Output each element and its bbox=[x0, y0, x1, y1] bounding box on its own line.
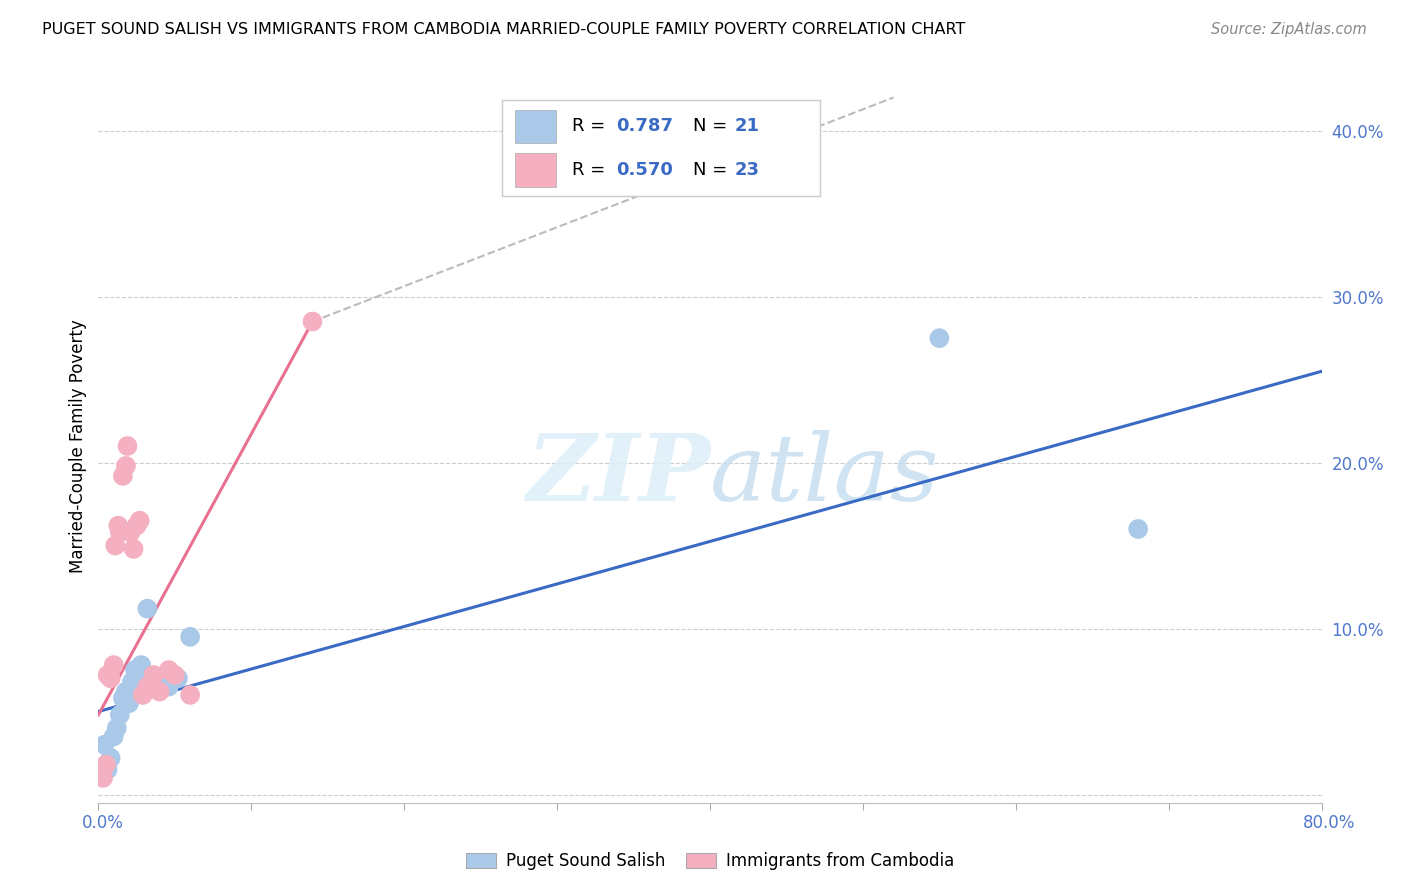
Point bbox=[93, 738, 115, 752]
Point bbox=[94, 757, 117, 772]
Y-axis label: Married-Couple Family Poverty: Married-Couple Family Poverty bbox=[69, 319, 87, 573]
Point bbox=[91, 771, 114, 785]
Point bbox=[132, 688, 155, 702]
Point bbox=[121, 674, 143, 689]
Point bbox=[115, 684, 138, 698]
Point bbox=[136, 601, 159, 615]
Point bbox=[120, 525, 142, 540]
Point bbox=[167, 671, 190, 685]
Point bbox=[163, 668, 186, 682]
Point bbox=[111, 468, 134, 483]
Point bbox=[97, 763, 120, 777]
Point bbox=[118, 696, 141, 710]
Point bbox=[108, 525, 131, 540]
Text: PUGET SOUND SALISH VS IMMIGRANTS FROM CAMBODIA MARRIED-COUPLE FAMILY POVERTY COR: PUGET SOUND SALISH VS IMMIGRANTS FROM CA… bbox=[42, 22, 966, 37]
Point bbox=[129, 658, 152, 673]
Point bbox=[157, 663, 180, 677]
Point bbox=[103, 730, 125, 744]
Point bbox=[127, 671, 149, 685]
Point bbox=[301, 314, 323, 328]
Point bbox=[157, 680, 180, 694]
Point bbox=[179, 688, 201, 702]
Point bbox=[111, 691, 134, 706]
Point bbox=[149, 671, 172, 685]
Point bbox=[100, 751, 122, 765]
Point bbox=[179, 630, 201, 644]
Point bbox=[142, 674, 165, 689]
Point bbox=[104, 539, 127, 553]
Point bbox=[97, 668, 120, 682]
Point bbox=[122, 541, 145, 556]
Point bbox=[105, 721, 128, 735]
Point bbox=[928, 331, 950, 345]
Point bbox=[136, 680, 159, 694]
Point bbox=[124, 663, 146, 677]
Point bbox=[103, 658, 125, 673]
Point bbox=[100, 671, 122, 685]
Point bbox=[115, 458, 138, 473]
Text: atlas: atlas bbox=[710, 430, 939, 519]
Point bbox=[107, 518, 129, 533]
Point bbox=[108, 707, 131, 722]
Point bbox=[149, 684, 172, 698]
Point bbox=[128, 514, 150, 528]
Text: 0.0%: 0.0% bbox=[82, 814, 124, 831]
Point bbox=[142, 668, 165, 682]
Point bbox=[1128, 522, 1150, 536]
Text: ZIP: ZIP bbox=[526, 430, 710, 519]
Point bbox=[125, 518, 148, 533]
Legend: Puget Sound Salish, Immigrants from Cambodia: Puget Sound Salish, Immigrants from Camb… bbox=[460, 846, 960, 877]
Text: 80.0%: 80.0% bbox=[1302, 814, 1355, 831]
Text: Source: ZipAtlas.com: Source: ZipAtlas.com bbox=[1211, 22, 1367, 37]
Point bbox=[117, 439, 139, 453]
